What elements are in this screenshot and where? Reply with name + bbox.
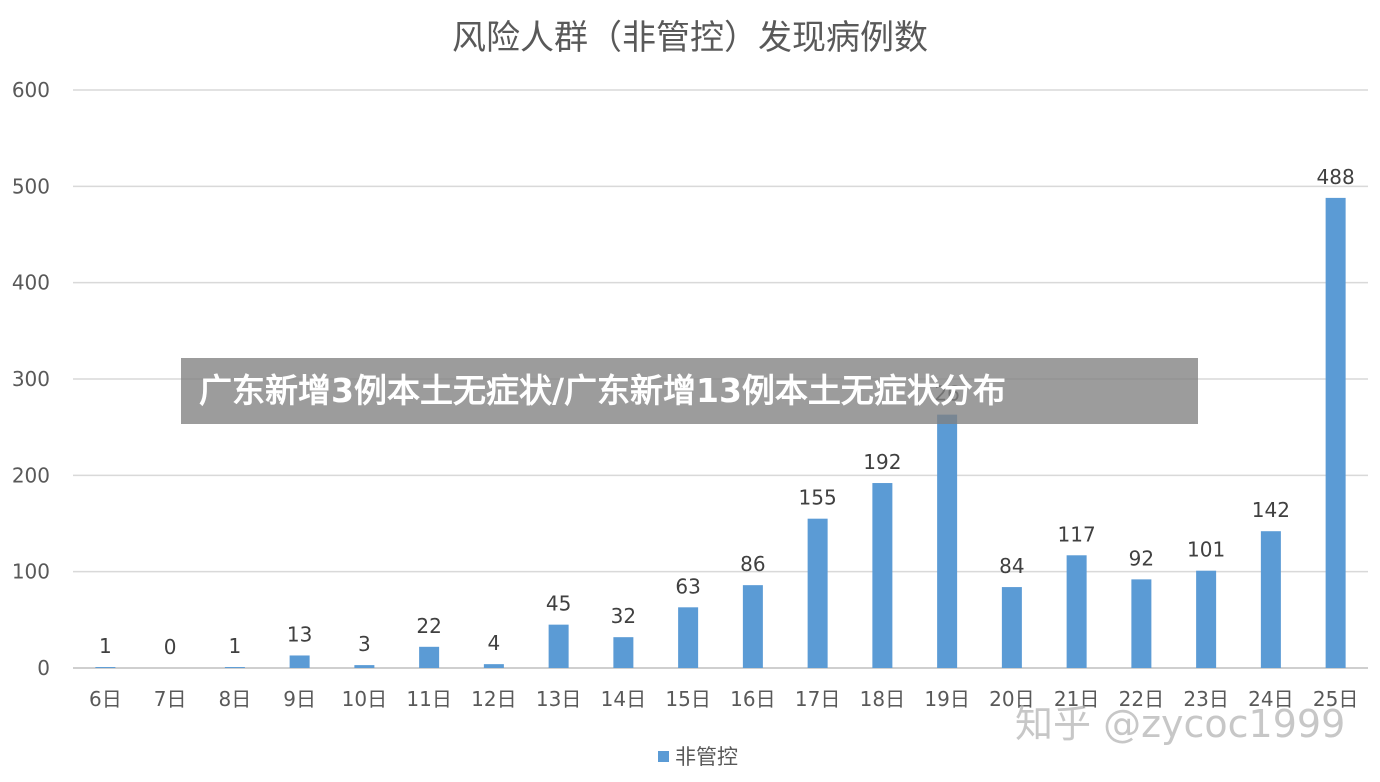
data-label: 1: [99, 634, 112, 658]
x-tick-label: 9日: [283, 687, 316, 711]
data-label: 3: [358, 632, 371, 656]
y-tick-label: 100: [12, 560, 50, 584]
x-tick-label: 18日: [860, 687, 905, 711]
bar: [1196, 570, 1217, 668]
data-label: 86: [740, 552, 765, 576]
x-tick-label: 10日: [342, 687, 387, 711]
data-label: 63: [675, 574, 700, 598]
y-tick-label: 0: [37, 656, 50, 680]
x-tick-label: 8日: [219, 687, 252, 711]
data-label: 0: [164, 635, 177, 659]
data-label: 192: [863, 450, 901, 474]
bar: [678, 607, 699, 668]
x-tick-label: 17日: [795, 687, 840, 711]
bar: [548, 624, 569, 668]
data-label: 142: [1252, 498, 1290, 522]
chart-title: 风险人群（非管控）发现病例数: [452, 18, 928, 58]
data-label: 45: [546, 592, 571, 616]
data-label: 101: [1187, 538, 1225, 562]
bar: [483, 664, 504, 668]
bar: [354, 665, 375, 668]
watermark: 知乎 @zycoc1999: [1015, 702, 1346, 746]
x-tick-label: 11日: [406, 687, 451, 711]
data-label: 13: [287, 622, 312, 646]
data-label: 22: [416, 614, 441, 638]
x-tick-label: 21日: [1054, 687, 1099, 711]
bar: [419, 646, 440, 668]
x-tick-label: 6日: [89, 687, 122, 711]
bar: [742, 585, 763, 668]
data-label: 155: [799, 486, 837, 510]
bar: [224, 667, 245, 668]
x-tick-label: 24日: [1248, 687, 1293, 711]
x-tick-label: 14日: [601, 687, 646, 711]
legend-label: 非管控: [675, 745, 738, 769]
y-tick-label: 300: [12, 367, 50, 391]
data-label: 1: [229, 634, 242, 658]
x-tick-label: 7日: [154, 687, 187, 711]
bar: [1260, 531, 1281, 668]
bar: [872, 483, 893, 668]
data-label: 117: [1058, 522, 1096, 546]
bar: [95, 667, 116, 668]
x-tick-label: 25日: [1313, 687, 1358, 711]
x-tick-label: 12日: [471, 687, 516, 711]
bar: [1001, 587, 1022, 668]
bar: [613, 637, 634, 668]
data-label: 32: [611, 604, 636, 628]
x-tick-label: 19日: [924, 687, 969, 711]
y-tick-label: 200: [12, 463, 50, 487]
x-tick-label: 23日: [1183, 687, 1228, 711]
y-tick-label: 400: [12, 271, 50, 295]
data-label: 92: [1129, 546, 1154, 570]
bar: [289, 655, 310, 668]
x-tick-label: 13日: [536, 687, 581, 711]
bar: [1066, 555, 1087, 668]
legend: 非管控: [658, 741, 738, 771]
data-label: 84: [999, 554, 1024, 578]
x-tick-label: 15日: [665, 687, 710, 711]
data-label: 4: [488, 631, 501, 655]
bar: [807, 518, 828, 668]
x-tick-label: 20日: [989, 687, 1034, 711]
data-label: 488: [1317, 165, 1355, 189]
headline-banner: 广东新增3例本土无症状/广东新增13例本土无症状分布: [181, 358, 1198, 424]
y-tick-label: 600: [12, 78, 50, 102]
legend-swatch: [658, 750, 669, 762]
y-tick-label: 500: [12, 174, 50, 198]
x-tick-label: 22日: [1119, 687, 1164, 711]
bar: [1325, 197, 1346, 669]
x-tick-label: 16日: [730, 687, 775, 711]
bar: [1131, 579, 1152, 668]
bar: [937, 414, 958, 668]
